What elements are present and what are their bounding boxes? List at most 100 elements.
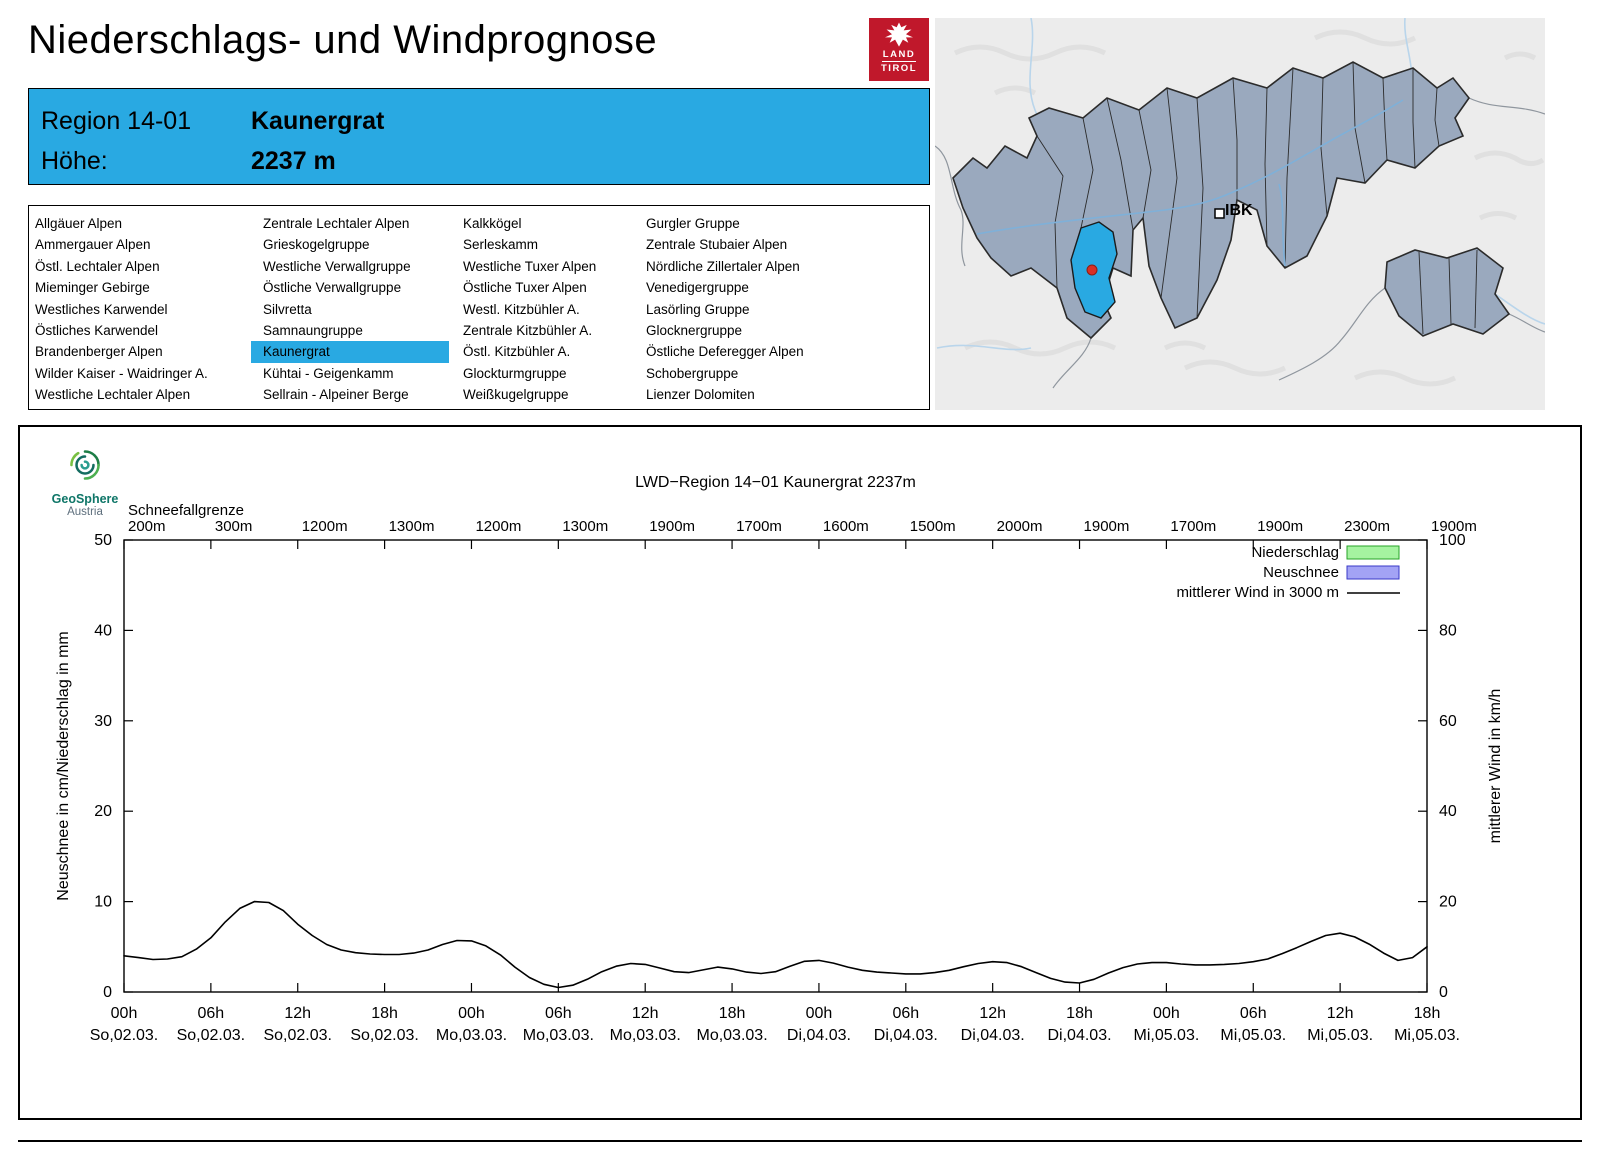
region-item[interactable]: Serleskamm (463, 237, 539, 253)
snowline-value: 300m (215, 518, 253, 535)
region-item[interactable]: Östliche Tuxer Alpen (463, 280, 587, 296)
x-tick-date: So,02.03. (263, 1027, 332, 1044)
legend-swatch (1346, 565, 1400, 580)
snowline-value: 1900m (1431, 518, 1477, 535)
region-item[interactable]: Venedigergruppe (646, 280, 749, 296)
snowline-value: 1500m (910, 518, 956, 535)
region-label: Region 14-01 (41, 106, 192, 135)
x-tick-date: So,02.03. (90, 1027, 159, 1044)
region-item[interactable]: Westliche Lechtaler Alpen (35, 387, 191, 403)
tirol-overview-map[interactable]: IBK (934, 17, 1546, 410)
terrain-shading (953, 29, 1545, 387)
region-item[interactable]: Östliches Karwendel (35, 322, 159, 338)
x-tick-date: Mi,05.03. (1394, 1027, 1460, 1044)
region-list-column-4: Gurgler Gruppe Zentrale Stubaier Alpen Nör… (646, 213, 925, 406)
x-tick-date: Mo,03.03. (523, 1027, 594, 1044)
x-tick-time: 12h (632, 1005, 659, 1022)
x-tick-date: Mi,05.03. (1220, 1027, 1286, 1044)
region-list-column-3: Kalkkögel Serleskamm Westliche Tuxer Alpen… (463, 213, 640, 406)
y-left-tick-label: 30 (94, 713, 112, 730)
y-right-tick-label: 100 (1439, 532, 1466, 549)
snowline-value: 1200m (302, 518, 348, 535)
region-item[interactable]: Silvretta (263, 301, 312, 317)
region-item[interactable]: Mieminger Gebirge (35, 280, 150, 296)
region-item[interactable]: Ammergauer Alpen (35, 237, 151, 253)
y-right-tick-label: 60 (1439, 713, 1457, 730)
region-item[interactable]: Westliche Verwallgruppe (263, 258, 411, 274)
x-tick-time: 06h (198, 1005, 225, 1022)
x-tick-date: Mi,05.03. (1307, 1027, 1373, 1044)
region-item[interactable]: Wilder Kaiser - Waidringer A. (35, 365, 208, 381)
x-tick-time: 12h (1327, 1005, 1354, 1022)
y-left-tick-label: 0 (103, 984, 112, 1001)
region-item[interactable]: Sellrain - Alpeiner Berge (263, 387, 409, 403)
x-tick-date: Mi,05.03. (1133, 1027, 1199, 1044)
region-item[interactable]: Westl. Kitzbühler A. (463, 301, 580, 317)
x-tick-time: 00h (458, 1005, 485, 1022)
forecast-plot: LWD−Region 14−01 Kaunergrat 2237m Schneef… (55, 474, 1504, 1044)
region-item[interactable]: Zentrale Stubaier Alpen (646, 237, 788, 253)
snowline-value: 200m (128, 518, 166, 535)
legend-label: Neuschnee (1263, 564, 1339, 581)
region-item[interactable]: Östliche Verwallgruppe (263, 280, 402, 296)
region-item[interactable]: Östliche Deferegger Alpen (646, 344, 804, 360)
page-title: Niederschlags- und Windprognose (28, 18, 658, 62)
region-item[interactable]: Weißkugelgruppe (463, 387, 569, 403)
region-item[interactable]: Östl. Kitzbühler A. (463, 344, 571, 360)
height-label: Höhe: (41, 146, 108, 175)
region-list-column-1: Allgäuer Alpen Ammergauer Alpen Östl. Lech… (35, 213, 245, 406)
forecast-chart-panel: GeoSphere Austria LWD−Region 14−01 Kaune… (18, 425, 1582, 1120)
y-left-tick-label: 50 (94, 532, 112, 549)
region-item[interactable]: Glocknergruppe (646, 322, 743, 338)
east-tirol-region[interactable] (1384, 247, 1511, 337)
region-item[interactable]: Gurgler Gruppe (646, 216, 740, 231)
tirol-map-svg: IBK (934, 17, 1546, 410)
region-item[interactable]: Lasörling Gruppe (646, 301, 750, 317)
region-info-box: Region 14-01 Kaunergrat Höhe: 2237 m (28, 88, 930, 185)
region-item[interactable]: Westliche Tuxer Alpen (463, 258, 597, 274)
x-tick-date: So,02.03. (177, 1027, 246, 1044)
y-left-axis-title: Neuschnee in cm/Niederschlag in mm (55, 631, 72, 900)
geosphere-swirl-icon (70, 450, 100, 480)
height-value: 2237 m (251, 146, 336, 175)
region-item[interactable]: Grieskogelgruppe (263, 237, 370, 253)
region-item[interactable]: Kühtai - Geigenkamm (263, 365, 394, 381)
region-item[interactable]: Kalkkögel (463, 216, 522, 231)
geosphere-country: Austria (67, 506, 103, 518)
snowline-label: Schneefallgrenze (128, 502, 244, 519)
y-left-tick-label: 40 (94, 622, 112, 639)
y-right-axis-title: mittlerer Wind in km/h (1487, 689, 1504, 844)
region-item[interactable]: Nördliche Zillertaler Alpen (646, 258, 800, 274)
x-tick-date: So,02.03. (350, 1027, 419, 1044)
region-item[interactable]: Glockturmgruppe (463, 365, 567, 381)
ibk-marker (1214, 208, 1225, 219)
region-item[interactable]: Allgäuer Alpen (35, 216, 123, 231)
x-tick-date: Di,04.03. (1048, 1027, 1112, 1044)
y-left-tick-label: 10 (94, 894, 112, 911)
region-item[interactable]: Kaunergrat (251, 341, 449, 363)
x-tick-time: 18h (719, 1005, 746, 1022)
region-item[interactable]: Schobergruppe (646, 365, 739, 381)
region-item[interactable]: Zentrale Lechtaler Alpen (263, 216, 410, 231)
bottom-divider (18, 1140, 1582, 1142)
snowline-value: 2300m (1344, 518, 1390, 535)
logo-text-land: LAND (882, 49, 916, 60)
y-left-tick-label: 20 (94, 803, 112, 820)
snowline-value: 2000m (997, 518, 1043, 535)
neighbor-borders (934, 97, 1546, 389)
plot-frame (123, 539, 1428, 993)
region-name: Kaunergrat (251, 106, 385, 135)
region-item[interactable]: Zentrale Kitzbühler A. (463, 322, 593, 338)
x-tick-time: 06h (1240, 1005, 1267, 1022)
region-list-column-2: Zentrale Lechtaler Alpen Grieskogelgruppe… (251, 213, 449, 406)
x-tick-time: 06h (892, 1005, 919, 1022)
snowline-value: 1300m (562, 518, 608, 535)
region-item[interactable]: Brandenberger Alpen (35, 344, 163, 360)
x-tick-date: Di,04.03. (787, 1027, 851, 1044)
region-item[interactable]: Westliches Karwendel (35, 301, 168, 317)
station-marker (1086, 264, 1098, 276)
land-tirol-logo: LAND TIROL (869, 18, 929, 81)
region-item[interactable]: Östl. Lechtaler Alpen (35, 258, 160, 274)
region-item[interactable]: Lienzer Dolomiten (646, 387, 755, 403)
region-item[interactable]: Samnaungruppe (263, 322, 363, 338)
